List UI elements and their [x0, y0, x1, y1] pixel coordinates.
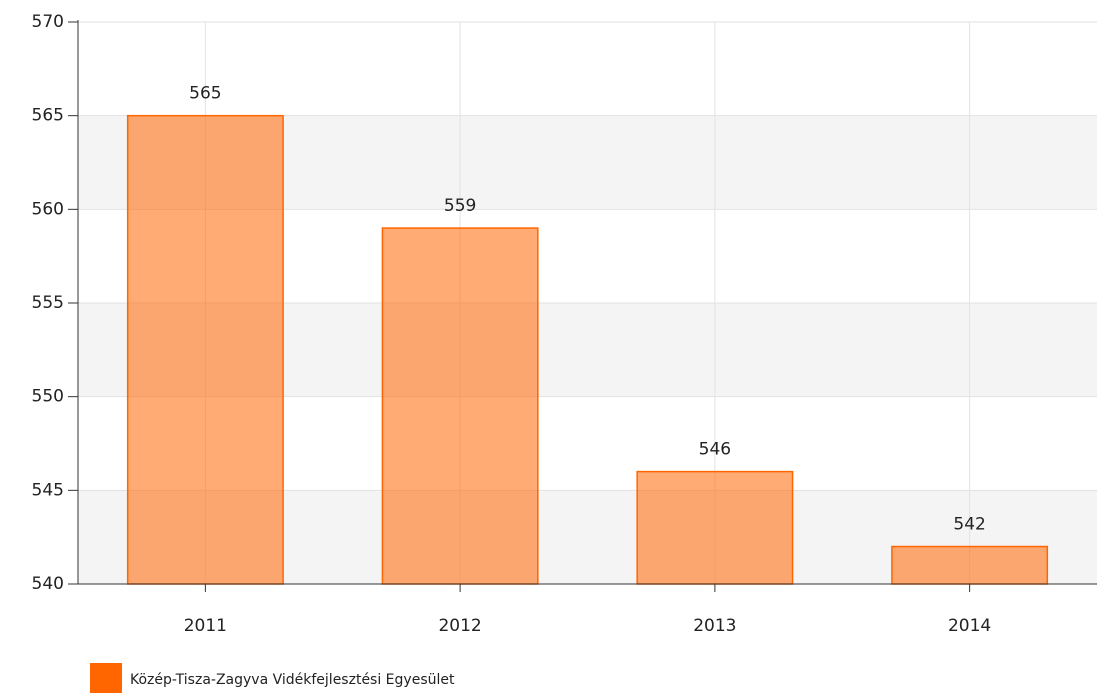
- y-tick-label: 570: [32, 12, 64, 32]
- y-tick-label: 560: [32, 199, 64, 219]
- x-tick-label: 2013: [693, 616, 736, 636]
- y-tick-label: 555: [32, 293, 64, 313]
- bar: [891, 545, 1049, 585]
- bar: [636, 470, 794, 585]
- x-tick-label: 2011: [184, 616, 227, 636]
- legend-swatch: [90, 663, 122, 693]
- y-tick-label: 550: [32, 387, 64, 407]
- y-tick-label: 545: [32, 480, 64, 500]
- data-label: 559: [444, 196, 476, 216]
- bar: [381, 227, 539, 585]
- data-label: 565: [189, 84, 221, 104]
- x-tick-label: 2014: [948, 616, 991, 636]
- y-tick-label: 540: [32, 574, 64, 594]
- bar: [126, 114, 284, 585]
- x-tick-label: 2012: [438, 616, 481, 636]
- legend-label: Közép-Tisza-Zagyva Vidékfejlesztési Egye…: [130, 672, 455, 688]
- data-label: 546: [699, 440, 731, 460]
- y-tick-label: 565: [32, 106, 64, 126]
- data-label: 542: [953, 515, 985, 535]
